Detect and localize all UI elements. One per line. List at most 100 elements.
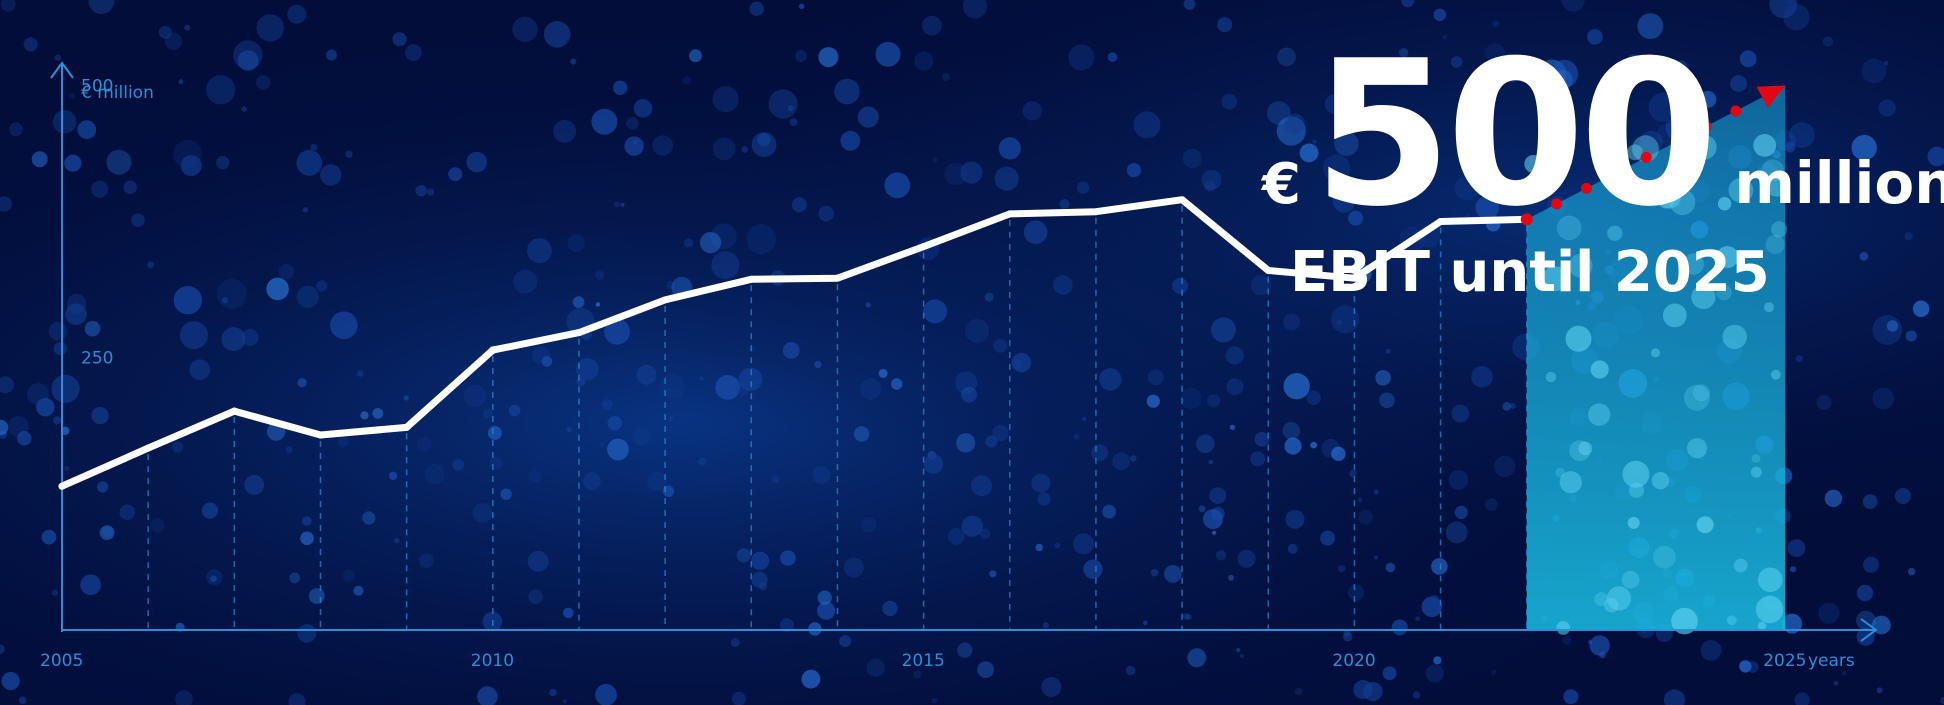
bokeh-dot: [768, 89, 798, 119]
bokeh-dot: [1320, 530, 1336, 546]
ebit-data-point: [316, 431, 324, 439]
bokeh-dot: [1334, 131, 1359, 156]
bokeh-dot: [1215, 550, 1227, 561]
bokeh-dot: [595, 302, 601, 307]
bokeh-dot: [1451, 404, 1470, 423]
bokeh-dot: [288, 693, 306, 705]
band-bokeh-dot: [1696, 516, 1714, 534]
band-bokeh-dot: [1653, 545, 1676, 569]
ebit-data-point: [403, 423, 411, 431]
bokeh-dot: [77, 120, 97, 139]
bokeh-dot: [255, 75, 271, 90]
bokeh-dot: [614, 201, 620, 208]
bokeh-dot: [1471, 366, 1493, 388]
bokeh-dot: [415, 185, 427, 197]
bokeh-dot: [1477, 192, 1482, 197]
bokeh-dot: [572, 296, 585, 308]
band-bokeh-dot: [1627, 516, 1640, 529]
bokeh-dot: [147, 261, 154, 269]
bokeh-dot: [1349, 470, 1357, 478]
bokeh-dot: [500, 488, 512, 500]
bokeh-dot: [878, 368, 888, 378]
bokeh-dot: [1073, 434, 1079, 440]
band-bokeh-dot: [1682, 253, 1705, 275]
bokeh-dot: [1907, 567, 1916, 576]
bokeh-dot: [513, 269, 538, 294]
bokeh-dot: [751, 551, 770, 570]
band-bokeh-dot: [1538, 165, 1563, 190]
headline-unit: million: [1734, 149, 1944, 217]
bokeh-dot: [1211, 506, 1225, 521]
bokeh-dot: [222, 297, 228, 304]
bokeh-dot: [1338, 565, 1346, 573]
bokeh-dot: [297, 624, 317, 643]
bokeh-dot: [624, 136, 644, 156]
bokeh-dot: [1494, 455, 1516, 477]
bokeh-dot: [1358, 509, 1373, 525]
bokeh-dot: [1282, 421, 1301, 440]
bokeh-dot: [1332, 189, 1356, 213]
bokeh-dot: [302, 207, 309, 213]
bokeh-dot: [99, 525, 115, 540]
band-bokeh-dot: [1683, 384, 1710, 411]
bokeh-dot: [1130, 455, 1137, 462]
bokeh-dot: [1357, 120, 1364, 127]
bokeh-dot: [1254, 432, 1270, 447]
bokeh-dot: [1324, 93, 1346, 115]
bokeh-dot: [633, 428, 651, 446]
band-bokeh-dot: [1606, 586, 1632, 611]
bokeh-dot: [337, 435, 349, 448]
ebit-data-point: [661, 296, 669, 304]
bokeh-dot: [1485, 43, 1505, 63]
bokeh-dot: [1076, 181, 1090, 194]
bokeh-dot: [971, 475, 993, 497]
bokeh-dot: [1627, 54, 1640, 66]
band-bokeh-dot: [1757, 621, 1767, 630]
band-bokeh-dot: [1632, 135, 1659, 163]
bokeh-dot: [682, 76, 692, 85]
ebit-data-point: [1178, 196, 1186, 204]
bokeh-dot: [1663, 689, 1686, 705]
bokeh-dot: [689, 49, 702, 63]
bokeh-dot: [1348, 210, 1364, 226]
bokeh-dot: [1485, 498, 1498, 511]
ebit-series-line: [58, 196, 1531, 490]
bokeh-dot: [1412, 691, 1421, 699]
bokeh-dot: [1442, 34, 1447, 40]
ebit-data-point: [58, 482, 66, 490]
bokeh-dot: [715, 375, 741, 400]
bokeh-dot: [388, 471, 398, 480]
band-bokeh-dot: [1691, 284, 1716, 310]
bokeh-dot: [0, 0, 16, 12]
bokeh-dot: [1102, 504, 1116, 519]
bokeh-dot: [326, 49, 337, 61]
bokeh-dot: [1599, 651, 1606, 659]
bokeh-dot: [184, 24, 191, 31]
bokeh-dot: [1769, 0, 1798, 19]
bokeh-dot: [1204, 180, 1216, 192]
bokeh-dot: [1150, 568, 1159, 577]
bokeh-dot: [1673, 89, 1697, 113]
bokeh-dot: [180, 155, 202, 177]
bokeh-dot: [731, 691, 746, 705]
bokeh-dot: [1107, 52, 1118, 62]
bokeh-dot: [1454, 505, 1468, 519]
bokeh-dot: [712, 137, 736, 161]
bokeh-dot: [782, 342, 800, 359]
band-bokeh-dot: [1770, 369, 1781, 380]
bokeh-dot: [604, 318, 630, 345]
bokeh-dot: [206, 75, 236, 105]
bokeh-dot: [860, 378, 882, 400]
band-bokeh-dot: [1622, 460, 1650, 488]
bokeh-dot: [1203, 509, 1223, 530]
projection-dot: [1700, 120, 1712, 132]
band-bokeh-dot: [1628, 482, 1645, 498]
bokeh-dot: [582, 472, 601, 491]
band-bokeh-dot: [1656, 189, 1676, 209]
bokeh-dot: [1940, 696, 1944, 705]
ebit-data-point: [575, 329, 583, 337]
projection-dot: [1551, 198, 1563, 210]
bokeh-dot: [297, 378, 307, 388]
bokeh-dot: [285, 446, 293, 454]
bokeh-dot: [553, 119, 577, 143]
